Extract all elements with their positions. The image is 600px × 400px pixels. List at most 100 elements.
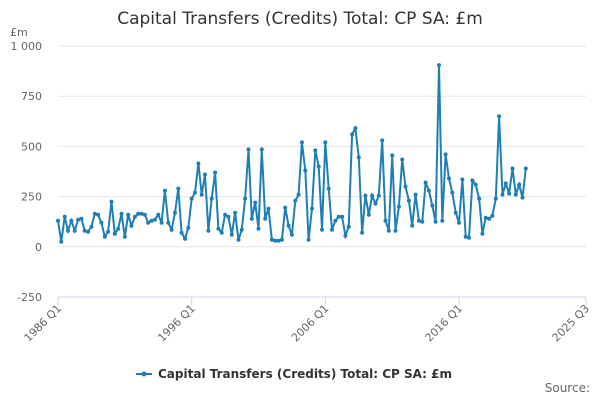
- data-point[interactable]: [360, 230, 365, 235]
- data-point[interactable]: [176, 186, 181, 191]
- data-point[interactable]: [483, 215, 488, 220]
- data-point[interactable]: [513, 192, 518, 197]
- data-point[interactable]: [193, 190, 197, 195]
- data-point[interactable]: [380, 138, 385, 143]
- data-point[interactable]: [253, 200, 258, 205]
- data-point[interactable]: [233, 210, 238, 215]
- data-point[interactable]: [109, 199, 114, 204]
- data-point[interactable]: [149, 218, 154, 223]
- data-point[interactable]: [259, 147, 264, 152]
- data-point[interactable]: [316, 164, 321, 169]
- data-point[interactable]: [256, 226, 261, 231]
- data-point[interactable]: [203, 172, 207, 177]
- data-point[interactable]: [376, 193, 381, 198]
- data-point[interactable]: [386, 228, 391, 233]
- data-point[interactable]: [416, 218, 421, 223]
- data-point[interactable]: [56, 218, 60, 223]
- data-point[interactable]: [413, 192, 418, 197]
- data-point[interactable]: [443, 152, 448, 157]
- data-point[interactable]: [146, 220, 151, 225]
- data-point[interactable]: [437, 63, 441, 68]
- data-point[interactable]: [273, 238, 278, 243]
- data-point[interactable]: [306, 237, 311, 242]
- data-point[interactable]: [106, 229, 111, 234]
- data-point[interactable]: [477, 196, 482, 201]
- data-point[interactable]: [480, 231, 485, 236]
- data-point[interactable]: [463, 234, 468, 239]
- data-point[interactable]: [199, 192, 204, 197]
- data-point[interactable]: [269, 237, 274, 242]
- data-point[interactable]: [520, 195, 525, 200]
- data-point[interactable]: [303, 168, 308, 173]
- data-point[interactable]: [276, 238, 281, 243]
- data-point[interactable]: [433, 219, 438, 224]
- data-point[interactable]: [116, 226, 121, 231]
- data-point[interactable]: [390, 153, 395, 158]
- data-point[interactable]: [440, 218, 445, 223]
- data-point[interactable]: [326, 186, 331, 191]
- data-point[interactable]: [333, 218, 338, 223]
- data-point[interactable]: [296, 192, 301, 197]
- data-point[interactable]: [59, 239, 64, 244]
- data-point[interactable]: [206, 228, 211, 233]
- data-point[interactable]: [493, 196, 498, 201]
- data-point[interactable]: [243, 196, 248, 201]
- data-point[interactable]: [186, 225, 191, 230]
- data-point[interactable]: [159, 220, 164, 225]
- data-point[interactable]: [69, 218, 74, 223]
- data-point[interactable]: [266, 206, 271, 211]
- data-point[interactable]: [72, 228, 77, 233]
- data-point[interactable]: [82, 228, 87, 233]
- data-point[interactable]: [129, 223, 134, 228]
- data-point[interactable]: [142, 212, 147, 217]
- data-point[interactable]: [473, 182, 478, 187]
- data-point[interactable]: [162, 188, 167, 193]
- data-point[interactable]: [293, 198, 298, 203]
- data-point[interactable]: [320, 227, 324, 232]
- data-point[interactable]: [239, 227, 244, 232]
- data-point[interactable]: [350, 132, 355, 137]
- data-point[interactable]: [400, 157, 405, 162]
- data-point[interactable]: [383, 218, 388, 223]
- data-point[interactable]: [363, 193, 368, 198]
- data-point[interactable]: [507, 191, 512, 196]
- data-point[interactable]: [99, 220, 104, 225]
- data-point[interactable]: [373, 201, 378, 206]
- data-point[interactable]: [102, 234, 107, 239]
- data-point[interactable]: [523, 166, 528, 171]
- data-point[interactable]: [453, 210, 458, 215]
- data-point[interactable]: [122, 234, 127, 239]
- data-point[interactable]: [370, 193, 375, 198]
- data-point[interactable]: [62, 214, 67, 219]
- data-point[interactable]: [229, 232, 234, 237]
- data-point[interactable]: [467, 235, 471, 240]
- data-point[interactable]: [166, 220, 171, 225]
- data-point[interactable]: [510, 166, 515, 171]
- data-point[interactable]: [406, 198, 411, 203]
- data-point[interactable]: [426, 188, 431, 193]
- data-point[interactable]: [92, 211, 97, 216]
- data-point[interactable]: [503, 181, 508, 186]
- data-point[interactable]: [76, 217, 81, 222]
- data-point[interactable]: [169, 227, 174, 232]
- data-point[interactable]: [470, 178, 475, 183]
- data-point[interactable]: [393, 228, 398, 233]
- data-point[interactable]: [457, 220, 461, 225]
- data-point[interactable]: [136, 211, 141, 216]
- data-point[interactable]: [450, 190, 455, 195]
- data-point[interactable]: [356, 155, 361, 160]
- data-point[interactable]: [289, 232, 294, 237]
- data-point[interactable]: [336, 214, 341, 219]
- data-point[interactable]: [173, 210, 177, 215]
- legend[interactable]: Capital Transfers (Credits) Total: CP SA…: [136, 367, 452, 381]
- data-point[interactable]: [263, 216, 268, 221]
- data-point[interactable]: [313, 148, 318, 153]
- data-point[interactable]: [183, 236, 187, 241]
- data-point[interactable]: [343, 233, 348, 238]
- data-point[interactable]: [223, 212, 228, 217]
- data-point[interactable]: [86, 229, 91, 234]
- data-point[interactable]: [487, 216, 492, 221]
- data-point[interactable]: [89, 224, 94, 229]
- data-point[interactable]: [179, 230, 184, 235]
- data-point[interactable]: [112, 231, 117, 236]
